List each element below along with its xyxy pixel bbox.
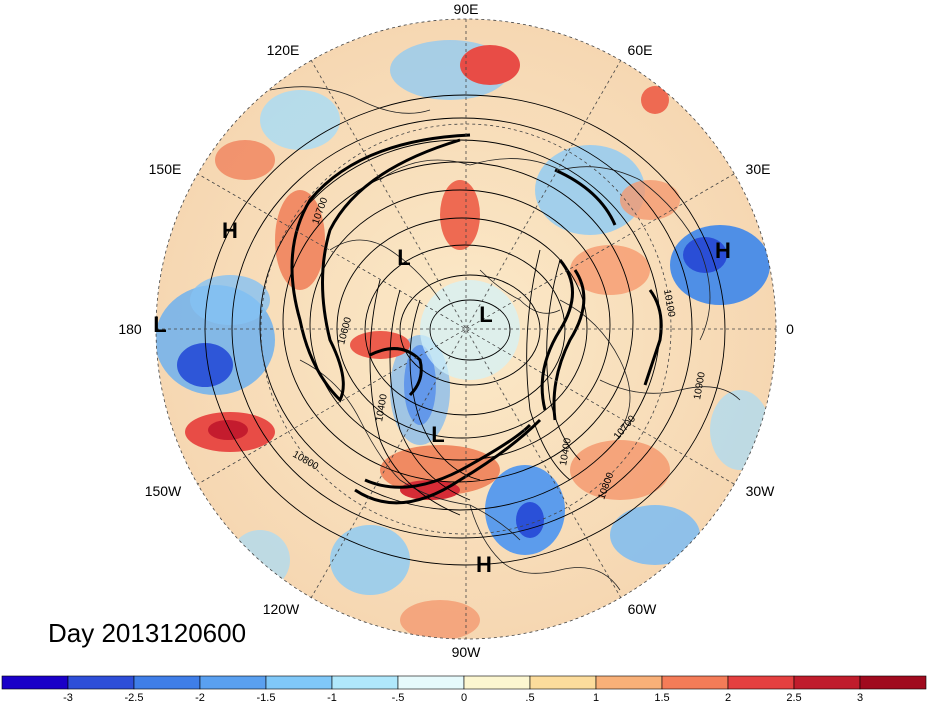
colorbar-swatch [199, 675, 267, 690]
jet-contours [290, 133, 663, 505]
colorbar-swatch [67, 675, 135, 690]
colorbar-tick-label: 2 [725, 692, 731, 702]
low-marker: L [153, 312, 166, 337]
high-marker: H [715, 238, 731, 263]
colorbar-tick-label: 1.5 [654, 692, 669, 702]
colorbar-swatch [463, 675, 531, 690]
contour-label: 10900 [692, 371, 708, 401]
lon-label-120e: 120E [267, 42, 300, 58]
colorbar: -3 -2.5 -2 -1.5 -1 -.5 0 .5 1 1.5 2 2.5 3 [1, 675, 927, 702]
graticule [155, 18, 777, 640]
colorbar-swatch [397, 675, 465, 690]
map-title: Day 2013120600 [48, 618, 247, 648]
lon-label-90e: 90E [454, 1, 479, 17]
colorbar-tick-label: -2.5 [125, 692, 144, 702]
anomaly-field [156, 19, 776, 639]
colorbar-tick-label: -1.5 [257, 692, 276, 702]
colorbar-swatch [661, 675, 729, 690]
longitude-labels: 90E 60E 30E 0 30W 60W 90W 120W 150W 180 … [118, 1, 794, 660]
lon-label-180: 180 [118, 321, 142, 337]
colorbar-swatch [727, 675, 795, 690]
colorbar-swatch [529, 675, 597, 690]
lon-label-0: 0 [786, 321, 794, 337]
contour-label: 10400 [558, 437, 574, 467]
colorbar-tick-label: 2.5 [786, 692, 801, 702]
lon-label-150w: 150W [145, 483, 182, 499]
lon-label-30w: 30W [746, 483, 776, 499]
low-marker: L [397, 245, 410, 270]
coastlines [269, 86, 741, 591]
colorbar-swatch [265, 675, 333, 690]
colorbar-swatch [595, 675, 663, 690]
colorbar-tick-label: -1 [327, 692, 337, 702]
high-marker: H [476, 552, 492, 577]
colorbar-tick-label: -3 [63, 692, 73, 702]
low-marker: L [479, 302, 492, 327]
lon-label-60w: 60W [628, 601, 658, 617]
colorbar-tick-label: .5 [525, 692, 534, 702]
lon-label-90w: 90W [452, 644, 482, 660]
lon-label-30e: 30E [746, 161, 771, 177]
colorbar-swatch [1, 675, 69, 690]
lon-label-60e: 60E [628, 42, 653, 58]
lon-label-150e: 150E [149, 161, 182, 177]
colorbar-tick-label: -.5 [392, 692, 405, 702]
contour-label: 10100 [661, 289, 677, 319]
colorbar-swatch [133, 675, 201, 690]
colorbar-tick-label: 0 [461, 692, 467, 702]
contour-label: 10400 [374, 393, 390, 423]
lon-label-120w: 120W [263, 601, 300, 617]
colorbar-tick-label: 3 [857, 692, 863, 702]
high-marker: H [222, 218, 238, 243]
colorbar-tick-label: 1 [593, 692, 599, 702]
low-marker: L [431, 422, 444, 447]
colorbar-swatch [331, 675, 399, 690]
colorbar-swatch [793, 675, 861, 690]
colorbar-tick-label: -2 [195, 692, 205, 702]
pressure-centers: H L L L L H H [153, 218, 731, 577]
colorbar-swatch [859, 675, 927, 690]
